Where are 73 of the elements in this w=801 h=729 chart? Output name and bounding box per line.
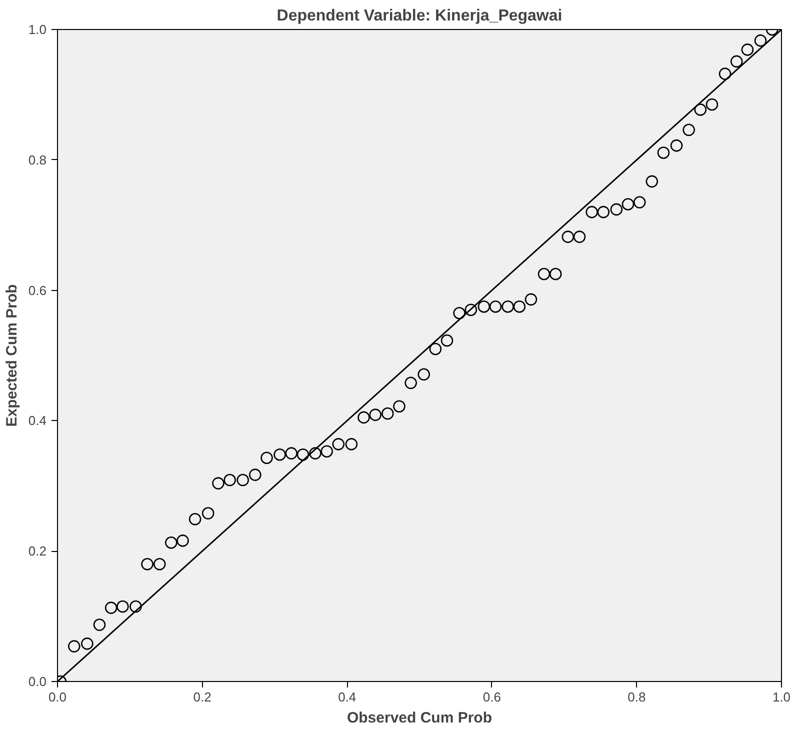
point <box>610 203 623 216</box>
point <box>573 230 586 243</box>
point <box>236 474 249 486</box>
point <box>296 448 310 461</box>
x-axis-title: Observed Cum Prob <box>346 710 492 726</box>
point <box>358 411 370 424</box>
x-tick-label: 1.0 <box>772 690 791 704</box>
point <box>502 300 514 313</box>
point <box>176 534 189 547</box>
point <box>188 513 202 526</box>
y-tick-label: 0.4 <box>28 413 47 428</box>
point <box>562 230 574 243</box>
point <box>320 445 333 458</box>
x-tick-label: 0.8 <box>628 690 646 704</box>
point <box>657 146 670 159</box>
point <box>741 44 754 56</box>
point <box>309 447 322 460</box>
point <box>597 206 610 218</box>
point <box>274 448 286 461</box>
point <box>249 468 262 481</box>
point <box>489 300 502 313</box>
point <box>68 640 80 652</box>
point <box>260 452 273 464</box>
point <box>369 408 382 421</box>
y-tick-label: 0.2 <box>28 544 47 559</box>
point <box>513 300 526 313</box>
point <box>224 474 236 486</box>
point <box>429 342 442 356</box>
point <box>285 447 298 460</box>
x-tick-label: 0.4 <box>338 690 356 704</box>
point <box>718 68 732 80</box>
point <box>453 306 466 320</box>
y-axis-title: Expected Cum Prob <box>3 284 20 427</box>
point <box>202 507 214 520</box>
point <box>345 438 358 450</box>
point <box>332 438 345 450</box>
point <box>165 536 178 549</box>
point <box>93 618 106 631</box>
point <box>524 293 538 306</box>
y-tick-label: 1.0 <box>28 22 47 37</box>
point <box>141 558 154 570</box>
point <box>633 196 646 208</box>
point <box>81 638 94 650</box>
point <box>694 104 707 116</box>
y-tick-label: 0.6 <box>28 282 47 298</box>
point <box>212 477 224 490</box>
point <box>104 602 118 614</box>
point <box>586 206 598 218</box>
x-tick-label: 0.2 <box>193 690 212 704</box>
point <box>418 368 430 381</box>
x-tick-label: 0.6 <box>482 690 501 704</box>
x-tick-label: 0.0 <box>48 690 67 704</box>
y-tick-label: 0.8 <box>28 152 47 168</box>
point <box>478 300 490 313</box>
point <box>646 175 658 188</box>
point <box>549 268 562 280</box>
point <box>682 124 695 136</box>
point <box>404 376 417 390</box>
point <box>706 98 718 111</box>
point <box>153 558 166 570</box>
point <box>393 400 406 412</box>
point <box>538 268 550 280</box>
point <box>381 407 394 420</box>
chart-title: Dependent Variable: Kinerja_Pegawai <box>276 8 562 24</box>
point <box>730 55 743 68</box>
point <box>670 139 683 152</box>
point <box>622 198 634 210</box>
point <box>130 600 142 613</box>
point <box>440 334 454 347</box>
point <box>464 304 478 316</box>
y-tick-label: 0.0 <box>28 674 47 689</box>
point <box>116 600 129 613</box>
point <box>754 34 767 47</box>
